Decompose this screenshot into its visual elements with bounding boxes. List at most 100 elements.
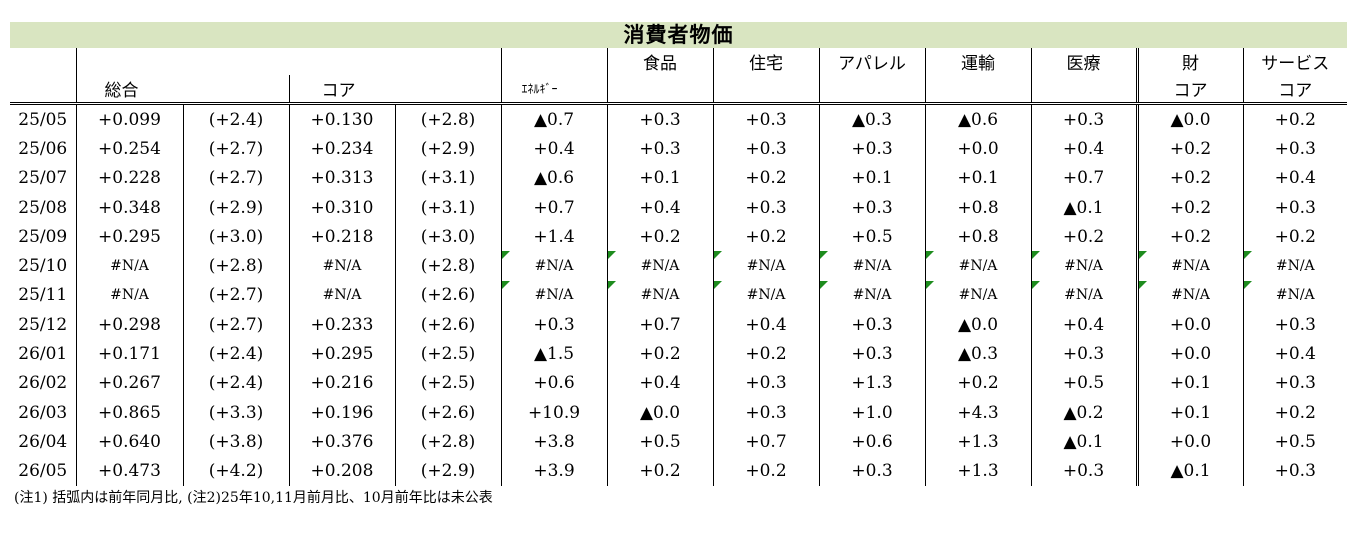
- cell-sogo: +0.295: [75, 222, 183, 252]
- cell-sogo: +0.099: [75, 103, 183, 135]
- cell-housing: +0.2: [712, 163, 819, 193]
- cell-sogo-yoy: (+4.2): [182, 456, 289, 486]
- cell-core: #N/A: [288, 251, 395, 281]
- cell-date: 25/11: [18, 285, 68, 306]
- cell-services: +0.3: [1242, 134, 1347, 164]
- cell-core: +0.234: [288, 134, 395, 164]
- table-row: 25/09 +0.295 (+3.0) +0.218 (+3.0) +1.4 +0.2 +0.…: [10, 222, 1347, 252]
- cell-services: #N/A: [1242, 280, 1347, 311]
- cell-services: +0.3: [1242, 310, 1347, 340]
- cell-energy: +0.6: [500, 368, 607, 398]
- cell-housing: +0.3: [712, 192, 819, 223]
- cell-apparel: +0.6: [818, 427, 925, 457]
- cell-medical: ▲0.2: [1030, 397, 1137, 428]
- cell-core-yoy: (+2.9): [394, 134, 501, 164]
- cell-services: +0.5: [1242, 427, 1347, 457]
- cell-sogo: +0.298: [75, 310, 183, 340]
- cell-sogo: +0.640: [75, 427, 183, 457]
- cell-housing: #N/A: [712, 251, 819, 281]
- cell-sogo-yoy: (+3.8): [182, 427, 289, 457]
- cell-energy: +0.7: [500, 192, 607, 223]
- cell-sogo-yoy: (+3.0): [182, 222, 289, 252]
- cell-housing: +0.7: [712, 427, 819, 457]
- cell-core-yoy: (+3.1): [394, 163, 501, 193]
- cell-food: +0.2: [606, 339, 713, 369]
- cell-core: +0.216: [288, 368, 395, 398]
- table-row: 26/04 +0.640 (+3.8) +0.376 (+2.8) +3.8 +0.5 +0.…: [10, 427, 1347, 457]
- cell-sogo: +0.267: [75, 368, 183, 398]
- table-row: 25/07 +0.228 (+2.7) +0.313 (+3.1) ▲0.6 +0.1 +0.…: [10, 163, 1347, 193]
- cell-medical: #N/A: [1030, 280, 1137, 311]
- cell-sogo-yoy: (+2.7): [182, 310, 289, 340]
- cell-medical: #N/A: [1030, 251, 1137, 281]
- cell-core: +0.295: [288, 339, 395, 369]
- header-food: 食品: [606, 48, 713, 75]
- cell-sogo-yoy: (+2.4): [182, 368, 289, 398]
- cell-medical: ▲0.1: [1030, 427, 1137, 457]
- cell-food: +0.3: [606, 103, 713, 135]
- cell-transport: +4.3: [924, 397, 1031, 428]
- cell-apparel: +1.3: [818, 368, 925, 398]
- cell-sogo: +0.228: [75, 163, 183, 193]
- cell-apparel: +0.5: [818, 222, 925, 252]
- cell-date: 26/01: [18, 344, 68, 365]
- cell-transport: ▲0.6: [924, 103, 1031, 135]
- cell-services: +0.2: [1242, 222, 1347, 252]
- cpi-table: 食品 住宅 アパレル 運輸 医療 財 サービス 総合 コア ｴﾈﾙｷﾞｰ コア …: [10, 48, 1347, 486]
- cell-services: +0.4: [1242, 163, 1347, 193]
- cell-food: #N/A: [606, 251, 713, 281]
- cell-core-yoy: (+2.5): [394, 339, 501, 369]
- cell-core: +0.218: [288, 222, 395, 252]
- cell-housing: +0.2: [712, 222, 819, 252]
- table-row: 25/10 #N/A (+2.8) #N/A (+2.8) #N/A #N/A #N/A #N/…: [10, 251, 1347, 281]
- header-housing: 住宅: [712, 48, 819, 75]
- cell-transport: +0.0: [924, 134, 1031, 164]
- cell-date: 25/08: [18, 197, 68, 218]
- cell-core-yoy: (+2.8): [394, 251, 501, 281]
- cell-energy: ▲0.6: [500, 163, 607, 193]
- cell-apparel: +0.3: [818, 339, 925, 369]
- cell-services: +0.2: [1242, 103, 1347, 135]
- cell-core-yoy: (+2.8): [394, 103, 501, 135]
- cell-medical: +0.7: [1030, 163, 1137, 193]
- cell-goods: +0.2: [1135, 222, 1243, 252]
- table-row: 26/05 +0.473 (+4.2) +0.208 (+2.9) +3.9 +0.2 +0.…: [10, 456, 1347, 486]
- cell-housing: +0.3: [712, 103, 819, 135]
- table-row: 26/03 +0.865 (+3.3) +0.196 (+2.6) +10.9 ▲0.0 +0…: [10, 397, 1347, 428]
- cell-apparel: #N/A: [818, 251, 925, 281]
- cell-food: +0.2: [606, 456, 713, 486]
- cell-sogo: +0.348: [75, 192, 183, 223]
- cell-sogo: +0.171: [75, 339, 183, 369]
- cell-core: +0.233: [288, 310, 395, 340]
- cell-medical: +0.4: [1030, 134, 1137, 164]
- cell-food: +0.4: [606, 192, 713, 223]
- cell-sogo-yoy: (+2.8): [182, 251, 289, 281]
- cell-services: #N/A: [1242, 251, 1347, 281]
- header-core: コア: [288, 75, 395, 105]
- table-row: 25/06 +0.254 (+2.7) +0.234 (+2.9) +0.4 +0.3 +0.…: [10, 134, 1347, 164]
- cell-transport: +0.8: [924, 222, 1031, 252]
- cell-goods: ▲0.1: [1135, 456, 1243, 486]
- cell-core-yoy: (+2.6): [394, 397, 501, 428]
- cell-food: ▲0.0: [606, 397, 713, 428]
- cell-apparel: +1.0: [818, 397, 925, 428]
- table-title: 消費者物価: [10, 22, 1347, 48]
- cell-date: 25/05: [18, 109, 68, 130]
- cell-medical: +0.3: [1030, 103, 1137, 135]
- cell-core: +0.208: [288, 456, 395, 486]
- cell-services: +0.3: [1242, 456, 1347, 486]
- cell-housing: +0.3: [712, 368, 819, 398]
- table-row: 25/05 +0.099 (+2.4) +0.130 (+2.8) ▲0.7 +0.3 +0.…: [10, 103, 1347, 135]
- cell-energy: +0.3: [500, 310, 607, 340]
- cell-food: +0.4: [606, 368, 713, 398]
- cell-core-yoy: (+2.9): [394, 456, 501, 486]
- cell-transport: +1.3: [924, 456, 1031, 486]
- header-goods-core: コア: [1135, 75, 1243, 105]
- cell-housing: +0.2: [712, 456, 819, 486]
- cell-goods: +0.2: [1135, 163, 1243, 193]
- table-row: 25/11 #N/A (+2.7) #N/A (+2.6) #N/A #N/A #N/A #N/…: [10, 280, 1347, 311]
- header-services-top: サービス: [1242, 48, 1347, 75]
- cell-core-yoy: (+3.0): [394, 222, 501, 252]
- cell-housing: +0.4: [712, 310, 819, 340]
- cell-goods: +0.0: [1135, 427, 1243, 457]
